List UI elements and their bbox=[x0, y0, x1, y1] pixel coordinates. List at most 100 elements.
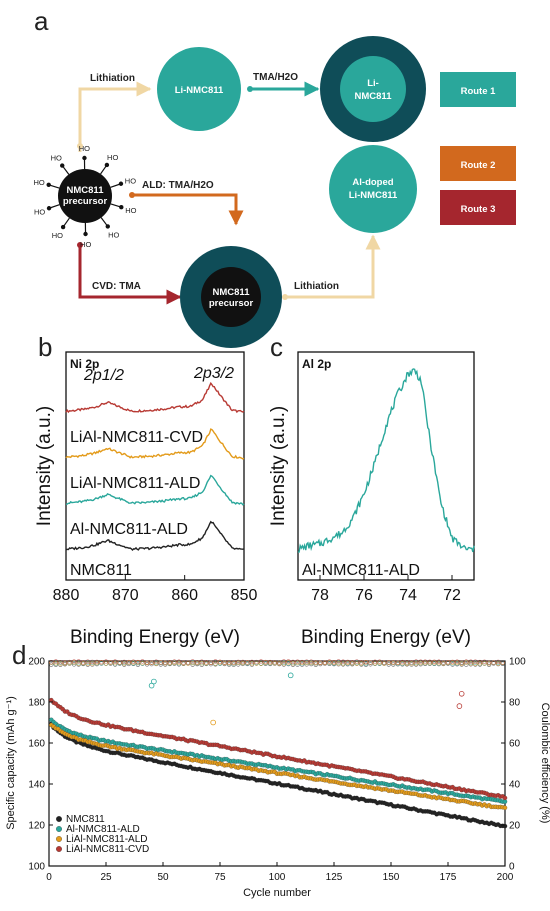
y2-tick-label: 0 bbox=[509, 862, 515, 873]
ce-point bbox=[295, 659, 300, 664]
al-doped-line1: Al-doped bbox=[352, 177, 393, 188]
precursor-core bbox=[58, 169, 112, 223]
legend-b-nmc: NMC811 bbox=[70, 562, 132, 579]
ce-point bbox=[318, 660, 323, 665]
x-tick-label: 850 bbox=[231, 587, 258, 604]
ce-point bbox=[313, 662, 318, 667]
legend-b-alald: Al-NMC811-ALD bbox=[70, 521, 188, 538]
ce-point bbox=[185, 660, 191, 665]
ce-point bbox=[450, 659, 455, 665]
oh-label: HO bbox=[34, 178, 45, 187]
ce-point bbox=[363, 662, 369, 667]
ce-point bbox=[190, 660, 195, 666]
ce-point bbox=[473, 659, 478, 664]
panel-b-series bbox=[65, 381, 245, 551]
y-tick-label: 160 bbox=[28, 739, 45, 750]
ce-point bbox=[231, 660, 236, 665]
ce-point bbox=[208, 661, 214, 667]
ce-point bbox=[71, 662, 77, 667]
oh-label: HO bbox=[125, 206, 136, 215]
li-nmc811-particle bbox=[157, 47, 241, 131]
ce-point bbox=[464, 662, 469, 667]
arrow-dot bbox=[282, 294, 288, 300]
ce-point bbox=[144, 660, 150, 665]
ce-point bbox=[413, 661, 419, 666]
ni2p-spectrum-line bbox=[65, 474, 245, 506]
x-tick-label: 175 bbox=[440, 872, 457, 883]
ce-point bbox=[304, 660, 309, 666]
ce-outlier-point bbox=[287, 672, 294, 679]
ce-point bbox=[445, 660, 451, 665]
x-tick-label: 74 bbox=[399, 587, 417, 604]
ce-point bbox=[477, 659, 483, 665]
legend-entry: LiAl-NMC811-ALD bbox=[66, 834, 148, 845]
legend-entry: LiAl-NMC811-CVD bbox=[66, 844, 149, 855]
panel-label-d: d bbox=[12, 640, 26, 670]
ce-point bbox=[258, 659, 264, 664]
ce-point bbox=[368, 662, 373, 667]
ce-point bbox=[245, 660, 250, 665]
nmc811-precursor-particle: NMC811 precursor HO HO HO HO HO HO HO HO HO HO bbox=[34, 144, 137, 249]
ce-point bbox=[381, 660, 387, 665]
ce-point bbox=[263, 659, 268, 665]
li-nmc811-core bbox=[340, 56, 406, 122]
x-tick-label: 200 bbox=[497, 872, 514, 883]
ce-point bbox=[140, 659, 145, 664]
ce-point bbox=[477, 661, 483, 666]
x-tick-label: 125 bbox=[326, 872, 343, 883]
ce-point bbox=[295, 662, 300, 667]
panel-c-frame bbox=[297, 351, 475, 581]
ce-point bbox=[309, 659, 314, 664]
y-tick-label: 200 bbox=[28, 657, 45, 668]
ce-point bbox=[126, 659, 132, 665]
x-tick-label: 72 bbox=[443, 587, 461, 604]
ce-point bbox=[309, 660, 314, 666]
ce-point bbox=[158, 660, 163, 665]
ce-point bbox=[190, 659, 195, 664]
ce-point bbox=[404, 660, 410, 665]
ce-point bbox=[473, 661, 478, 666]
x-tick-label: 100 bbox=[269, 872, 286, 883]
y2-tick-label: 40 bbox=[509, 780, 521, 791]
y2-tick-label: 100 bbox=[509, 657, 526, 668]
ce-point bbox=[90, 659, 95, 665]
oh-label: HO bbox=[79, 144, 90, 153]
ce-point bbox=[495, 659, 501, 665]
ce-point bbox=[286, 659, 291, 664]
lithiation-top-label: Lithiation bbox=[90, 73, 135, 84]
precursor-core-coated bbox=[201, 267, 261, 327]
ce-point bbox=[99, 659, 104, 665]
panel-c-ylabel: Intensity (a.u.) bbox=[268, 406, 289, 526]
ce-point bbox=[249, 662, 255, 667]
ce-point bbox=[167, 660, 173, 665]
legend-entry: Al-NMC811-ALD bbox=[66, 824, 140, 835]
lithiation-arrow-bottom bbox=[285, 234, 381, 299]
panel-c-title: Al 2p bbox=[302, 357, 331, 371]
ce-point bbox=[58, 659, 63, 665]
route-1-label: Route 1 bbox=[461, 86, 497, 97]
ce-point bbox=[176, 659, 182, 664]
ce-point bbox=[76, 661, 81, 666]
ce-point bbox=[313, 660, 318, 665]
ce-point bbox=[103, 659, 109, 664]
ce-point bbox=[199, 660, 204, 666]
ce-point bbox=[94, 659, 100, 665]
ce-point bbox=[304, 659, 309, 664]
panel-d-ticks: 0 25 50 75 100 125 150 175 200100120140160180200… bbox=[28, 657, 526, 884]
ce-point bbox=[391, 660, 396, 665]
ce-point bbox=[482, 661, 487, 666]
ce-point bbox=[336, 659, 341, 664]
arrow-dot bbox=[129, 192, 135, 198]
ce-point bbox=[199, 659, 204, 664]
y2-tick-label: 60 bbox=[509, 739, 521, 750]
oh-dot bbox=[46, 182, 51, 187]
x-tick-label: 75 bbox=[214, 872, 226, 883]
ce-point bbox=[468, 661, 473, 666]
ce-point bbox=[131, 659, 136, 664]
ce-point bbox=[67, 659, 72, 665]
ce-point bbox=[386, 662, 391, 667]
ce-point bbox=[53, 662, 59, 667]
ce-point bbox=[459, 660, 464, 665]
coated-precursor-line2: precursor bbox=[209, 298, 254, 309]
oh-dot bbox=[82, 155, 87, 161]
